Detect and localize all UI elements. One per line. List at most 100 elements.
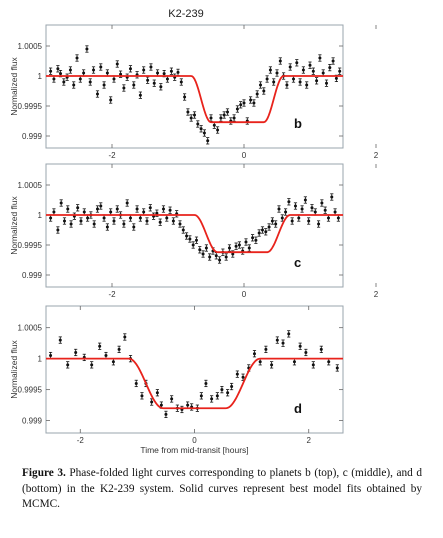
data-point [287, 198, 291, 206]
data-point [95, 205, 100, 213]
data-marker [331, 59, 335, 63]
data-marker [122, 222, 126, 226]
data-marker [277, 207, 281, 211]
data-marker [102, 216, 106, 220]
data-marker [267, 225, 271, 229]
data-point [49, 67, 53, 75]
data-marker [326, 216, 330, 220]
data-marker [125, 201, 129, 205]
caption-text: Phase-folded light curves corresponding … [22, 467, 423, 510]
data-marker [220, 388, 224, 392]
data-marker [298, 80, 302, 84]
data-marker [191, 243, 195, 247]
data-point [146, 76, 150, 84]
data-point [216, 126, 220, 134]
data-point [74, 348, 78, 357]
data-point [324, 79, 329, 87]
data-marker [196, 122, 200, 126]
data-marker [318, 56, 322, 60]
data-marker [265, 77, 269, 81]
data-marker [284, 210, 288, 214]
data-marker [112, 77, 116, 81]
data-point [201, 250, 205, 258]
data-marker [56, 67, 60, 71]
data-marker [95, 207, 99, 211]
data-point [161, 205, 166, 213]
data-marker [305, 83, 309, 87]
model-fit-curve [46, 357, 343, 410]
panel-b: 0.999 0.9995 1 1.0005 -2 0 2 Normalized flux b [9, 24, 379, 160]
data-marker [222, 113, 226, 117]
data-point [181, 226, 185, 234]
data-point [183, 93, 187, 101]
data-marker [95, 92, 99, 96]
data-marker [254, 238, 258, 242]
data-marker [301, 68, 305, 72]
data-point [65, 73, 69, 81]
data-marker [98, 344, 102, 348]
panel-c: 0.999 0.9995 1 1.0005 -2 0 2 Normalized flux c [9, 163, 379, 299]
data-point [255, 90, 259, 98]
data-point [249, 96, 253, 104]
x-tick-label: -2 [108, 151, 116, 160]
y-tick-label: 0.999 [22, 417, 43, 426]
data-marker [168, 208, 172, 212]
y-axis-label: Normalized flux [9, 56, 19, 115]
data-point [189, 114, 193, 122]
data-point [170, 395, 174, 403]
data-marker [208, 255, 212, 259]
data-point [330, 193, 334, 201]
data-point [138, 91, 142, 99]
data-marker [142, 68, 146, 72]
y-tick-label: 0.999 [22, 271, 43, 280]
data-point [328, 64, 332, 72]
data-marker [122, 86, 126, 90]
data-point [241, 247, 245, 255]
data-point [293, 202, 298, 210]
data-point [208, 253, 212, 261]
data-marker [307, 219, 311, 223]
data-point [56, 226, 60, 234]
data-point [278, 57, 282, 65]
data-marker [327, 360, 331, 364]
y-tick-label: 0.999 [22, 132, 43, 141]
plot-frame [45, 163, 344, 288]
data-point [323, 206, 327, 214]
data-marker [165, 77, 169, 81]
x-tick-label: -2 [108, 290, 116, 299]
data-marker [72, 83, 76, 87]
data-point [338, 67, 342, 75]
data-marker [264, 347, 268, 351]
data-point [125, 73, 129, 81]
data-marker [149, 65, 153, 69]
panel-label: b [294, 116, 302, 131]
data-point [134, 379, 138, 388]
data-point [226, 389, 230, 397]
panel-label: d [294, 401, 302, 416]
data-point [335, 364, 339, 372]
data-point [225, 108, 230, 116]
data-point [206, 137, 210, 145]
data-point [72, 212, 76, 220]
data-marker [159, 85, 163, 89]
data-point [262, 87, 266, 95]
data-point [257, 229, 261, 237]
data-marker [88, 80, 92, 84]
y-tick-label: 0.9995 [18, 386, 43, 395]
data-marker [224, 255, 228, 259]
data-marker [232, 116, 236, 120]
data-marker [270, 363, 274, 367]
data-point [202, 129, 206, 137]
data-point [115, 60, 119, 68]
data-marker [115, 207, 119, 211]
data-point [59, 199, 63, 207]
data-marker [150, 400, 154, 404]
data-marker [293, 204, 297, 208]
data-marker [155, 211, 159, 215]
data-point [122, 220, 126, 228]
data-marker [156, 71, 160, 75]
data-marker [49, 354, 53, 358]
data-marker [78, 77, 82, 81]
data-point [105, 223, 109, 231]
y-tick-label: 1.0005 [18, 42, 43, 51]
